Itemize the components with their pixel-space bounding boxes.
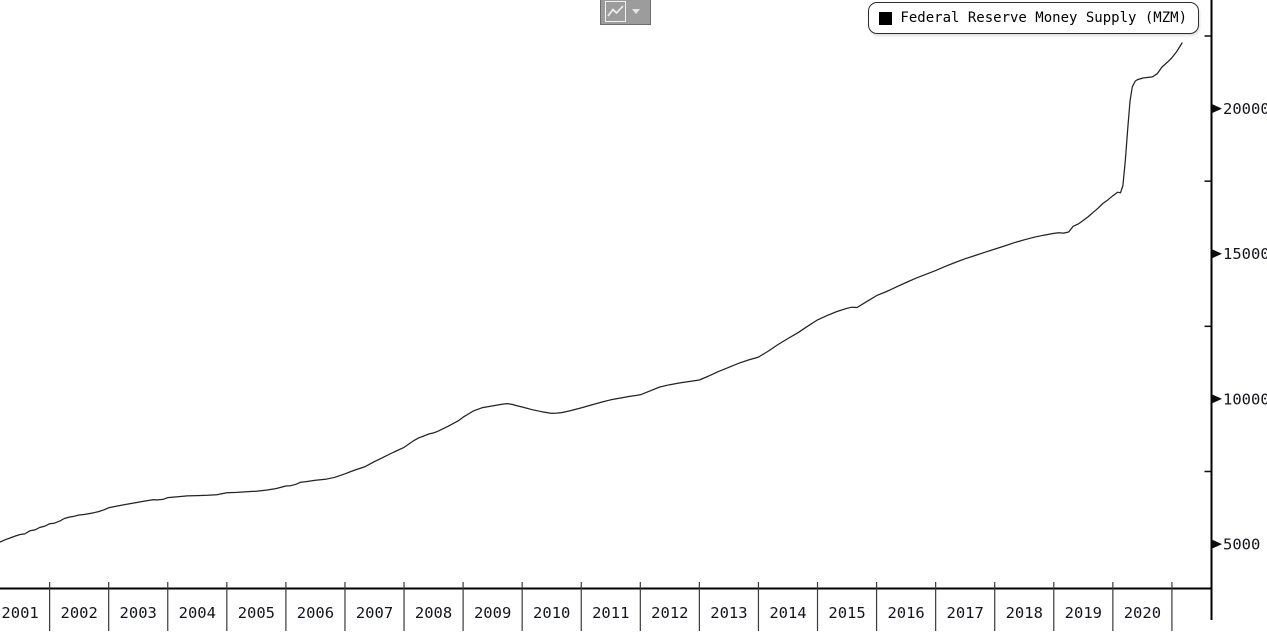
- year-axis-label: 2010: [533, 604, 570, 622]
- year-axis-label: 2006: [297, 604, 334, 622]
- line-chart-icon: [605, 0, 626, 22]
- caret-down-icon: [632, 8, 640, 14]
- price-axis-label: 10000: [1223, 390, 1267, 408]
- year-axis-label: 2008: [415, 604, 452, 622]
- year-axis-label: 2005: [238, 604, 275, 622]
- year-axis-label: 2007: [356, 604, 393, 622]
- price-tick-arrow-icon: [1212, 539, 1222, 549]
- year-axis-label: 2002: [60, 604, 97, 622]
- legend-label: Federal Reserve Money Supply (MZM): [900, 10, 1187, 26]
- year-axis-label: 2011: [592, 604, 629, 622]
- legend-box[interactable]: Federal Reserve Money Supply (MZM): [868, 2, 1199, 34]
- price-tick-arrow-icon: [1212, 394, 1222, 404]
- year-axis-label: 2013: [710, 604, 747, 622]
- year-axis-label: 2016: [887, 604, 924, 622]
- year-axis-label: 2017: [947, 604, 984, 622]
- year-axis-label: 2012: [651, 604, 688, 622]
- year-axis-label: 2020: [1124, 604, 1161, 622]
- price-axis-label: 15000: [1223, 245, 1267, 263]
- year-axis-label: 2001: [1, 604, 38, 622]
- legend-swatch: [879, 11, 893, 25]
- year-axis-label: 2018: [1006, 604, 1043, 622]
- year-axis-label: 2019: [1065, 604, 1102, 622]
- price-axis-label: 5000: [1223, 536, 1260, 554]
- year-axis-label: 2003: [120, 604, 157, 622]
- series-line: [0, 42, 1183, 543]
- price-tick-arrow-icon: [1212, 249, 1222, 259]
- year-axis-label: 2009: [474, 604, 511, 622]
- year-axis-label: 2015: [828, 604, 865, 622]
- price-tick-arrow-icon: [1212, 104, 1222, 114]
- chart-type-button[interactable]: [600, 0, 651, 25]
- price-axis-label: 20000: [1223, 100, 1267, 118]
- year-axis-label: 2004: [179, 604, 216, 622]
- year-axis-label: 2014: [769, 604, 806, 622]
